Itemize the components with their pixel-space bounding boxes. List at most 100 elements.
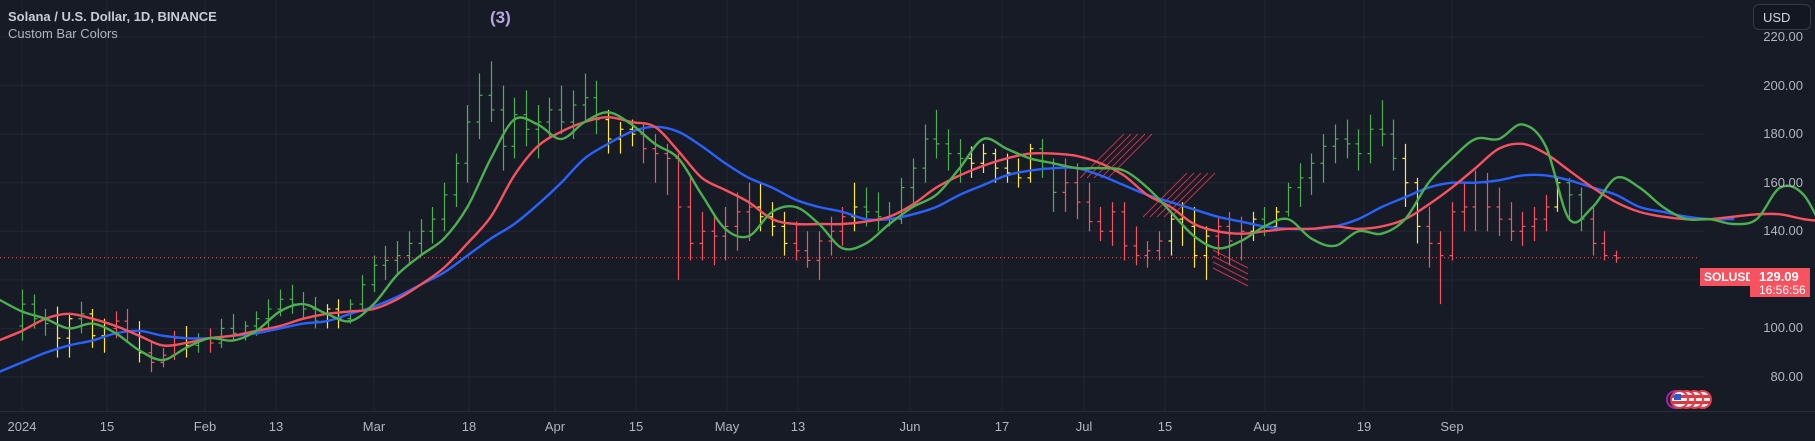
time-scale-label: Sep	[1440, 419, 1464, 434]
time-scale-label: 13	[790, 419, 806, 434]
last-price-value: 129.09	[1759, 269, 1799, 284]
ohlc-bar	[371, 255, 378, 292]
ohlc-bar	[1543, 194, 1550, 232]
ohlc-bar	[289, 284, 296, 314]
ohlc-bar	[804, 231, 811, 268]
ohlc-bar	[207, 328, 214, 353]
fast-ma-line	[0, 111, 1815, 362]
time-scale-label: 17	[994, 419, 1010, 434]
ohlc-bar	[1144, 241, 1151, 268]
ohlc-bar	[394, 241, 401, 275]
time-scale-label: 13	[268, 419, 284, 434]
ohlc-bar	[1566, 177, 1573, 220]
signal-hatch-line	[1100, 133, 1146, 179]
ohlc-bar	[722, 207, 729, 261]
ohlc-bar	[1449, 202, 1456, 261]
chart-legend: Solana / U.S. Dollar, 1D, BINANCE Custom…	[8, 9, 217, 42]
ohlc-bar	[1121, 202, 1128, 261]
ohlc-bar	[1109, 202, 1116, 246]
signal-hatch-line	[1212, 261, 1249, 281]
ohlc-bar	[535, 105, 542, 159]
ohlc-bar	[1367, 114, 1374, 164]
signal-hatch-line	[1107, 133, 1153, 179]
economic-events-marker[interactable]	[1666, 390, 1726, 412]
ohlc-bar	[582, 73, 589, 122]
time-scale-label: 15	[99, 419, 115, 434]
ohlc-bar	[265, 299, 272, 329]
ohlc-bar	[1133, 226, 1140, 266]
time-scale-label: 2024	[7, 419, 37, 434]
time-scale-label: Mar	[362, 419, 386, 434]
ohlc-bar	[687, 177, 694, 261]
price-scale-label: 180.00	[1763, 126, 1803, 142]
ohlc-bar	[1601, 231, 1608, 261]
ohlc-bar	[675, 153, 682, 280]
ohlc-bar	[42, 309, 49, 336]
price-scale-label: 200.00	[1763, 77, 1803, 93]
ohlc-bar	[793, 221, 800, 261]
ohlc-bar	[160, 347, 167, 368]
ohlc-bar	[1426, 207, 1433, 268]
last-price-label: 129.09 16:56:56	[1750, 268, 1810, 297]
signal-hatch-line	[1086, 133, 1132, 179]
ohlc-bar	[1590, 207, 1597, 256]
price-scale-label: 220.00	[1763, 29, 1803, 44]
time-scale-label: 18	[461, 419, 477, 434]
ohlc-bar	[839, 207, 846, 246]
ohlc-bar	[359, 275, 366, 309]
ohlc-bar	[1461, 182, 1468, 232]
ohlc-bar	[875, 192, 882, 232]
ohlc-bar	[992, 148, 999, 183]
ohlc-bar	[711, 216, 718, 266]
ohlc-bar	[1613, 250, 1620, 263]
ohlc-bar	[980, 143, 987, 173]
slow-ma-line	[0, 125, 1735, 373]
ohlc-bar	[1390, 119, 1397, 171]
indicator-name[interactable]: Custom Bar Colors	[8, 26, 118, 41]
ohlc-bar	[1226, 211, 1233, 266]
us-flag-event-icon	[1670, 390, 1689, 409]
symbol-title[interactable]: Solana / U.S. Dollar, 1D, BINANCE	[8, 9, 217, 24]
ohlc-bar	[1437, 231, 1444, 305]
ohlc-bar	[1203, 226, 1210, 280]
ohlc-bar	[1320, 134, 1327, 183]
ohlc-bar	[19, 289, 26, 341]
ohlc-bar	[78, 301, 85, 334]
time-scale-label: May	[714, 419, 740, 434]
currency-button[interactable]: USD	[1753, 4, 1811, 30]
ohlc-bar	[664, 143, 671, 195]
time-scale-label: Feb	[193, 419, 217, 434]
ohlc-bar	[734, 192, 741, 251]
ohlc-bar	[1027, 143, 1034, 183]
ohlc-bar	[910, 158, 917, 207]
medium-ma-line	[0, 115, 1815, 347]
signal-hatch-line	[1170, 172, 1216, 218]
ohlc-bar	[933, 109, 940, 159]
ohlc-bar	[558, 85, 565, 135]
ohlc-bar	[652, 134, 659, 183]
time-scale-label: 15	[628, 419, 644, 434]
time-scale-label: 19	[1356, 419, 1372, 434]
ohlc-bar	[1039, 139, 1046, 178]
price-scale-label: 160.00	[1763, 174, 1803, 190]
ohlc-bar	[1074, 163, 1081, 220]
ohlc-bar	[1156, 231, 1163, 261]
ohlc-bar	[593, 80, 600, 135]
ohlc-bar	[1519, 211, 1526, 246]
time-scale-label: 15	[1157, 419, 1173, 434]
ohlc-bar	[218, 318, 225, 348]
ohlc-bar	[945, 129, 952, 171]
price-scale-label: 80.00	[1770, 369, 1803, 384]
price-scale-label: 100.00	[1763, 320, 1803, 336]
ohlc-bar	[453, 153, 460, 207]
ohlc-bar	[66, 313, 73, 358]
ohlc-bar	[136, 321, 143, 363]
bar-countdown: 16:56:56	[1759, 283, 1806, 297]
ohlc-bar	[781, 211, 788, 256]
ohlc-bar	[511, 97, 518, 159]
ohlc-bar	[1472, 170, 1479, 232]
ohlc-bar	[382, 245, 389, 280]
ohlc-bar	[816, 231, 823, 280]
